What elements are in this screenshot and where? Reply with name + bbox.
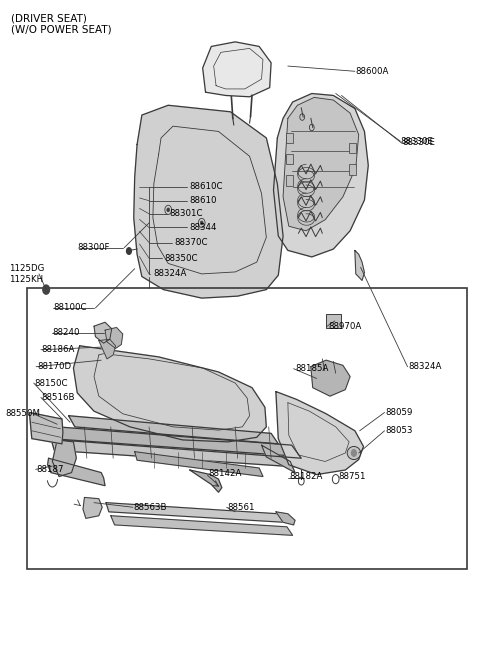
Polygon shape <box>274 94 368 257</box>
Circle shape <box>167 208 169 212</box>
Polygon shape <box>73 346 266 442</box>
Circle shape <box>351 450 356 457</box>
Polygon shape <box>276 512 295 525</box>
Polygon shape <box>283 98 359 231</box>
Text: 1125KH: 1125KH <box>9 274 43 284</box>
Polygon shape <box>48 458 105 485</box>
Polygon shape <box>311 360 350 396</box>
Text: 88324A: 88324A <box>153 269 186 278</box>
Polygon shape <box>111 515 293 535</box>
Text: (W/O POWER SEAT): (W/O POWER SEAT) <box>11 25 112 35</box>
Polygon shape <box>106 502 284 522</box>
Text: 88344: 88344 <box>190 223 217 232</box>
Text: 88100C: 88100C <box>53 303 87 312</box>
Text: 88053: 88053 <box>385 426 413 436</box>
Polygon shape <box>51 439 312 468</box>
Bar <box>286 175 293 185</box>
Text: 88350C: 88350C <box>164 253 198 263</box>
Text: 88186A: 88186A <box>42 345 75 354</box>
Text: 88550M: 88550M <box>5 409 40 419</box>
Text: 88142A: 88142A <box>208 470 242 478</box>
Text: 88187: 88187 <box>36 465 64 474</box>
Polygon shape <box>105 328 123 348</box>
Polygon shape <box>276 392 363 475</box>
Polygon shape <box>190 470 222 492</box>
Text: 88563B: 88563B <box>134 503 167 512</box>
Text: (DRIVER SEAT): (DRIVER SEAT) <box>11 14 87 24</box>
Text: 88600A: 88600A <box>356 67 389 76</box>
Bar <box>349 143 356 153</box>
Bar <box>326 314 340 328</box>
Text: 88300F: 88300F <box>77 243 110 252</box>
Bar <box>27 288 468 569</box>
Polygon shape <box>262 445 295 473</box>
Text: 88170D: 88170D <box>37 362 71 371</box>
Polygon shape <box>57 427 301 458</box>
Polygon shape <box>69 416 278 444</box>
Circle shape <box>127 248 132 254</box>
Text: 88751: 88751 <box>338 472 366 481</box>
Bar <box>349 164 356 174</box>
Text: 88182A: 88182A <box>289 472 323 481</box>
Bar <box>286 154 293 164</box>
Text: 1125DG: 1125DG <box>9 264 45 273</box>
Text: 88059: 88059 <box>385 408 413 417</box>
Text: 88324A: 88324A <box>408 362 442 371</box>
Text: 88240: 88240 <box>52 328 80 337</box>
Polygon shape <box>134 105 283 298</box>
Polygon shape <box>83 497 102 518</box>
Text: 88610C: 88610C <box>190 183 223 191</box>
Text: 88370C: 88370C <box>174 238 207 247</box>
Text: 88330E: 88330E <box>403 138 436 147</box>
Circle shape <box>200 221 203 225</box>
Polygon shape <box>99 339 116 359</box>
Text: 88970A: 88970A <box>328 322 362 331</box>
Ellipse shape <box>347 447 360 460</box>
Polygon shape <box>94 322 112 343</box>
Polygon shape <box>29 413 63 444</box>
Polygon shape <box>355 250 364 280</box>
Text: 88150C: 88150C <box>35 379 68 388</box>
Text: 88516B: 88516B <box>42 393 75 402</box>
Text: 88301C: 88301C <box>169 209 203 218</box>
Polygon shape <box>52 440 76 477</box>
Polygon shape <box>135 452 263 477</box>
Polygon shape <box>203 42 271 97</box>
Text: 88330E: 88330E <box>401 137 434 145</box>
Text: 88561: 88561 <box>228 503 255 512</box>
Bar <box>286 133 293 143</box>
Text: 88185A: 88185A <box>295 364 328 373</box>
Circle shape <box>43 285 49 294</box>
Text: 88610: 88610 <box>190 196 217 205</box>
